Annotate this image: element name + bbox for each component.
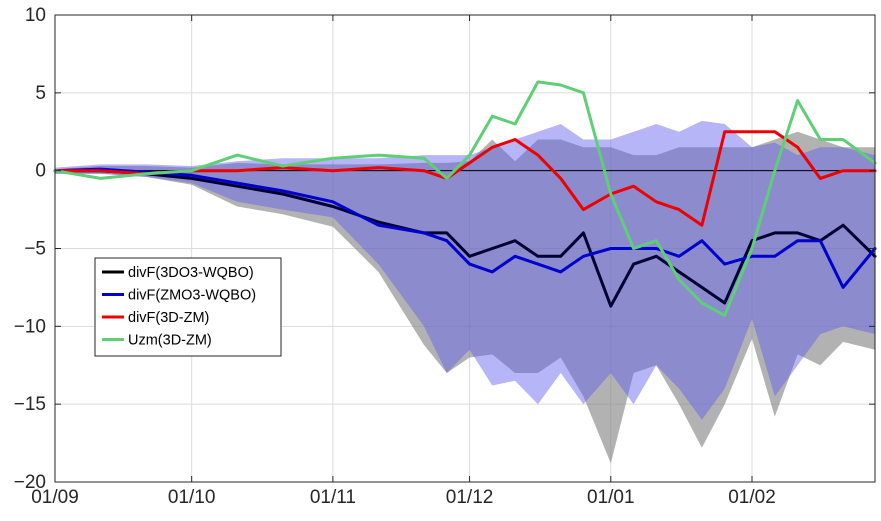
spread-band xyxy=(55,131,875,464)
legend: divF(3DO3-WQBO) divF(ZMO3-WQBO) divF(3D-ZM… xyxy=(94,257,282,357)
y-tick-label: 5 xyxy=(35,83,46,104)
y-tick-label: −20 xyxy=(14,472,46,493)
x-tick-label: 01/02 xyxy=(728,487,776,508)
y-axis: 10 5 0 −5 −10 −15 −20 xyxy=(14,5,875,493)
series-line xyxy=(53,167,877,289)
legend-label: Uzm(3D-ZM) xyxy=(128,333,212,349)
x-tick-label: 01/01 xyxy=(587,487,635,508)
x-tick-label: 01/11 xyxy=(310,487,356,508)
legend-label: divF(ZMO3-WQBO) xyxy=(128,288,256,304)
x-tick-label: 01/09 xyxy=(31,487,79,508)
legend-label: divF(3DO3-WQBO) xyxy=(128,265,254,281)
x-axis: 01/09 01/10 01/11 01/12 01/01 01/02 xyxy=(31,15,776,508)
y-tick-label: −10 xyxy=(14,316,46,337)
y-tick-label: −15 xyxy=(14,394,46,415)
legend-label: divF(3D-ZM) xyxy=(128,310,209,326)
series-line xyxy=(53,169,877,308)
x-tick-label: 01/10 xyxy=(168,487,216,508)
y-tick-label: 10 xyxy=(25,5,46,26)
y-tick-label: 0 xyxy=(35,161,46,182)
series-line xyxy=(53,130,877,227)
spread-bands xyxy=(55,120,875,464)
series-lines xyxy=(53,80,877,317)
x-tick-label: 01/12 xyxy=(446,487,494,508)
series-line xyxy=(53,80,877,317)
spread-band xyxy=(55,120,875,420)
legend-box xyxy=(94,257,282,357)
y-tick-label: −5 xyxy=(24,239,46,260)
